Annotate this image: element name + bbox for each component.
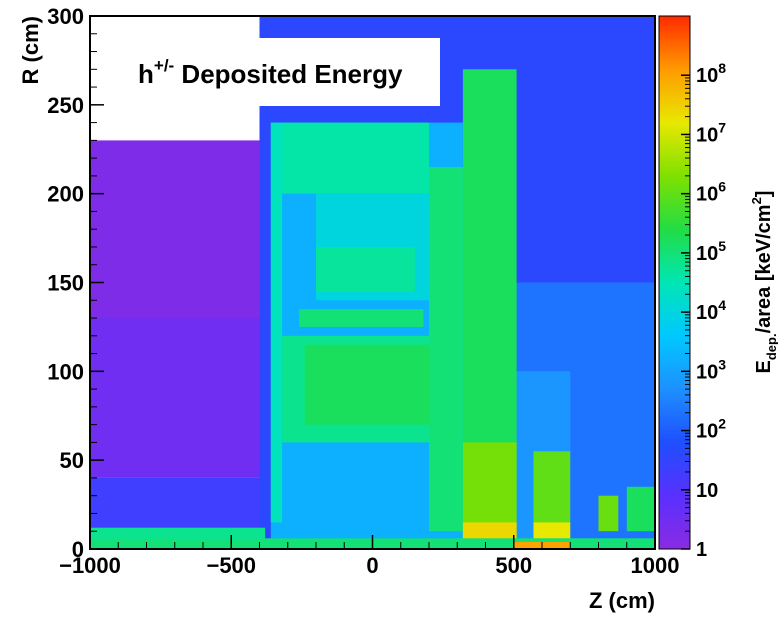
colorbar-tick-base: 10 [696,65,718,87]
y-tick-label: 200 [47,182,84,207]
heatmap-region-20 [598,495,619,532]
colorbar-tick-base: 10 [696,421,718,443]
y-tick-label: 50 [60,448,84,473]
colorbar-tick-label: 1 [696,539,707,561]
heatmap-region-13 [304,344,429,425]
colorbar-tick-label: 103 [696,356,726,383]
colorbar-tick-base: 1 [696,539,707,561]
colorbar-tick-exponent: 6 [718,179,726,195]
colorbar-tick-base: 10 [696,243,718,265]
colorbar-tick-label: 107 [696,119,726,146]
x-tick-label: 0 [366,553,378,578]
colorbar-tick-label: 105 [696,238,726,265]
x-axis: −1000 −500 0 500 1000 [59,535,679,578]
colorbar-title-suffix: ] [753,191,775,198]
colorbar-tick-exponent: 8 [718,60,726,76]
colorbar-tick-base: 10 [696,480,718,502]
y-tick-label: 250 [47,93,84,118]
y-tick-label: 0 [72,537,84,562]
heatmap-region-23 [90,527,266,541]
y-tick-label: 300 [47,4,84,29]
x-tick-label: 500 [495,553,532,578]
x-axis-title: Z (cm) [589,588,655,613]
svg-text:h+/- Deposited Energy: h+/- Deposited Energy [138,56,403,89]
colorbar-tick-label: 106 [696,179,726,206]
y-axis: 0 50 100 150 200 250 300 [47,4,104,562]
y-tick-label: 150 [47,271,84,296]
colorbar-tick-base: 10 [696,184,718,206]
colorbar-title-mid: /area [keV/cm [753,204,775,333]
colorbar-tick-label: 10 [696,480,718,502]
x-tick-label: 1000 [631,553,680,578]
title-box [112,38,440,106]
title-superscript: +/- [154,56,174,75]
heatmap-region-8 [282,122,429,194]
colorbar-tick-exponent: 5 [718,238,726,254]
heatmap-region-1 [90,318,266,478]
colorbar-title-subscript: dep. [764,333,778,360]
heatmap-region-11 [299,309,424,327]
heatmap-regions [90,16,655,549]
colorbar-tick-base: 10 [696,124,718,146]
colorbar-title-prefix: E [753,360,775,373]
colorbar-tick-exponent: 4 [718,297,726,313]
x-tick-label: −1000 [59,553,121,578]
y-tick-label: 100 [47,359,84,384]
heatmap-region-7 [270,122,283,523]
colorbar-title-superscript: 2 [749,197,764,204]
colorbar-tick-label: 104 [696,297,726,324]
plot-title: h+/- Deposited Energy [112,38,440,106]
x-tick-label: −500 [206,553,256,578]
heatmap-region-2 [90,140,266,319]
heatmap-region-21 [626,486,655,532]
colorbar-tick-exponent: 2 [718,416,726,432]
colorbar-tick-exponent: 3 [718,356,726,372]
colorbar-tick-base: 10 [696,302,718,324]
title-rest: Deposited Energy [174,59,403,89]
colorbar-tick-label: 108 [696,60,726,87]
colorbar-tick-exponent: 7 [718,119,726,135]
heatmap-region-14 [429,167,463,532]
colorbar-title: Edep./area [keV/cm2] [749,191,778,374]
colorbar-tick-label: 102 [696,416,726,443]
colorbar [658,15,691,550]
heatmap-region-10 [316,247,415,292]
title-main: h [138,59,154,89]
colorbar-tick-base: 10 [696,361,718,383]
y-axis-title: R (cm) [18,16,43,84]
